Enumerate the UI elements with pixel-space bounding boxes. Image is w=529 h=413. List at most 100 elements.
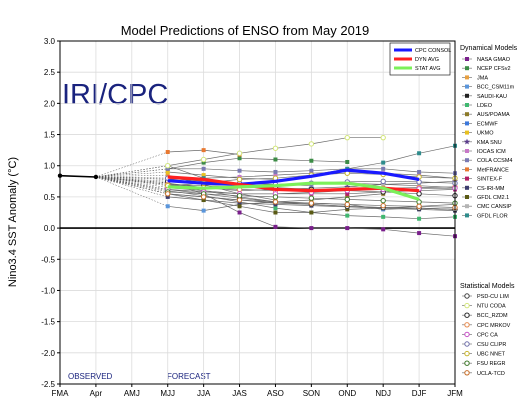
model-point bbox=[237, 201, 242, 206]
x-tick-label: NDJ bbox=[375, 389, 391, 398]
stat-legend-label: CSU CLIPR bbox=[477, 342, 506, 348]
x-tick-label: Apr bbox=[90, 389, 103, 398]
dyn-legend-label: IOCAS ICM bbox=[477, 149, 506, 155]
stat-legend-marker bbox=[464, 312, 470, 318]
dyn-legend-marker bbox=[465, 213, 469, 218]
dyn-legend-label: NCEP CFSv2 bbox=[477, 66, 511, 72]
x-tick-label: JAS bbox=[232, 389, 247, 398]
model-point bbox=[165, 150, 170, 155]
model-point bbox=[201, 173, 206, 178]
model-point bbox=[309, 158, 314, 163]
model-point bbox=[165, 169, 170, 174]
model-point bbox=[273, 206, 278, 211]
model-point bbox=[165, 163, 171, 169]
dyn-legend-marker bbox=[465, 185, 469, 190]
model-point bbox=[417, 169, 422, 174]
model-point bbox=[345, 191, 350, 196]
model-point bbox=[308, 195, 315, 201]
model-connector bbox=[95, 168, 168, 178]
model-point bbox=[201, 198, 206, 203]
y-tick-label: 2.0 bbox=[44, 99, 56, 108]
stat-legend-marker bbox=[464, 322, 470, 328]
model-point bbox=[273, 173, 278, 178]
x-tick-label: SON bbox=[303, 389, 321, 398]
y-tick-label: -1.0 bbox=[41, 286, 55, 295]
model-point bbox=[308, 200, 315, 206]
dyn-legend-marker bbox=[465, 93, 469, 98]
y-tick-label: -2.0 bbox=[41, 349, 55, 358]
model-point bbox=[309, 226, 314, 231]
model-connector bbox=[95, 176, 168, 186]
dyn-legend-marker bbox=[465, 66, 469, 71]
model-line bbox=[167, 157, 348, 170]
stat-legend-label: UBC NNET bbox=[477, 352, 506, 358]
model-point bbox=[380, 202, 386, 209]
dyn-legend-marker bbox=[465, 103, 469, 107]
dyn-legend-marker bbox=[465, 121, 469, 126]
model-point bbox=[237, 210, 242, 215]
dyn-legend-marker bbox=[465, 112, 469, 117]
forecast-label: FORECAST bbox=[167, 372, 211, 381]
model-point bbox=[236, 150, 243, 156]
model-point bbox=[344, 201, 350, 208]
model-connector bbox=[95, 176, 168, 193]
dyn-legend-label: UKMO bbox=[477, 131, 494, 137]
model-point bbox=[380, 134, 386, 141]
model-point bbox=[416, 191, 422, 197]
model-point bbox=[380, 197, 386, 204]
model-point bbox=[201, 148, 206, 153]
x-tick-label: DJF bbox=[412, 389, 427, 398]
model-point bbox=[201, 166, 206, 171]
stat-legend-marker bbox=[464, 350, 470, 357]
stat-legend-label: BCC_RZDM bbox=[477, 313, 508, 319]
dyn-legend-marker bbox=[465, 84, 469, 89]
model-connector bbox=[95, 151, 168, 178]
stat-legend-marker bbox=[464, 341, 470, 347]
x-tick-label: ASO bbox=[267, 389, 284, 398]
model-point bbox=[200, 156, 207, 163]
legend-label-cpc-consol: CPC CONSOL bbox=[415, 48, 451, 54]
dyn-legend-label: SINTEX-F bbox=[477, 177, 503, 183]
stat-legend-marker bbox=[464, 302, 470, 309]
dyn-legend-label: JMA bbox=[477, 75, 488, 81]
model-point bbox=[272, 145, 279, 151]
model-series-fsu-regr bbox=[95, 176, 458, 206]
model-point bbox=[273, 169, 278, 174]
model-point bbox=[165, 191, 171, 197]
model-connector bbox=[95, 176, 168, 207]
dyn-legend-marker bbox=[465, 167, 469, 172]
model-point bbox=[417, 231, 422, 236]
dyn-legend-label: CS-IRI-MM bbox=[477, 186, 505, 192]
model-point bbox=[273, 224, 278, 229]
model-connector bbox=[95, 165, 168, 178]
model-point bbox=[237, 156, 242, 161]
stat-legend-label: CPC CA bbox=[477, 332, 498, 338]
x-tick-label: MJJ bbox=[160, 389, 175, 398]
dyn-legend-label: CMC CANSIP bbox=[477, 204, 512, 210]
dyn-legend-label: GFDL FLOR bbox=[477, 213, 508, 219]
model-point bbox=[200, 194, 207, 200]
y-tick-label: -1.5 bbox=[41, 318, 55, 327]
model-connector bbox=[95, 176, 168, 195]
legend-label-stat-avg: STAT AVG bbox=[415, 66, 441, 72]
model-point bbox=[273, 210, 278, 215]
x-tick-label: FMA bbox=[52, 389, 70, 398]
y-tick-label: 0.5 bbox=[44, 193, 56, 202]
dyn-legend-marker bbox=[465, 149, 469, 153]
dyn-legend-label: MetFRANCE bbox=[477, 167, 509, 173]
observed-label: OBSERVED bbox=[68, 372, 113, 381]
stat-legend-label: UCLA-TCD bbox=[477, 371, 505, 377]
y-tick-label: 1.5 bbox=[44, 131, 56, 140]
model-point bbox=[344, 134, 350, 141]
model-point bbox=[309, 210, 314, 215]
model-point bbox=[380, 178, 386, 185]
dyn-legend-label: NASA GMAO bbox=[477, 57, 511, 63]
model-point bbox=[381, 160, 386, 165]
model-series-ucla-tcd bbox=[95, 176, 458, 211]
consensus-line-stat-avg bbox=[167, 181, 420, 201]
model-point bbox=[237, 204, 242, 209]
model-point bbox=[236, 176, 243, 183]
model-point bbox=[381, 227, 386, 232]
model-point bbox=[165, 194, 170, 199]
model-point bbox=[236, 192, 243, 199]
